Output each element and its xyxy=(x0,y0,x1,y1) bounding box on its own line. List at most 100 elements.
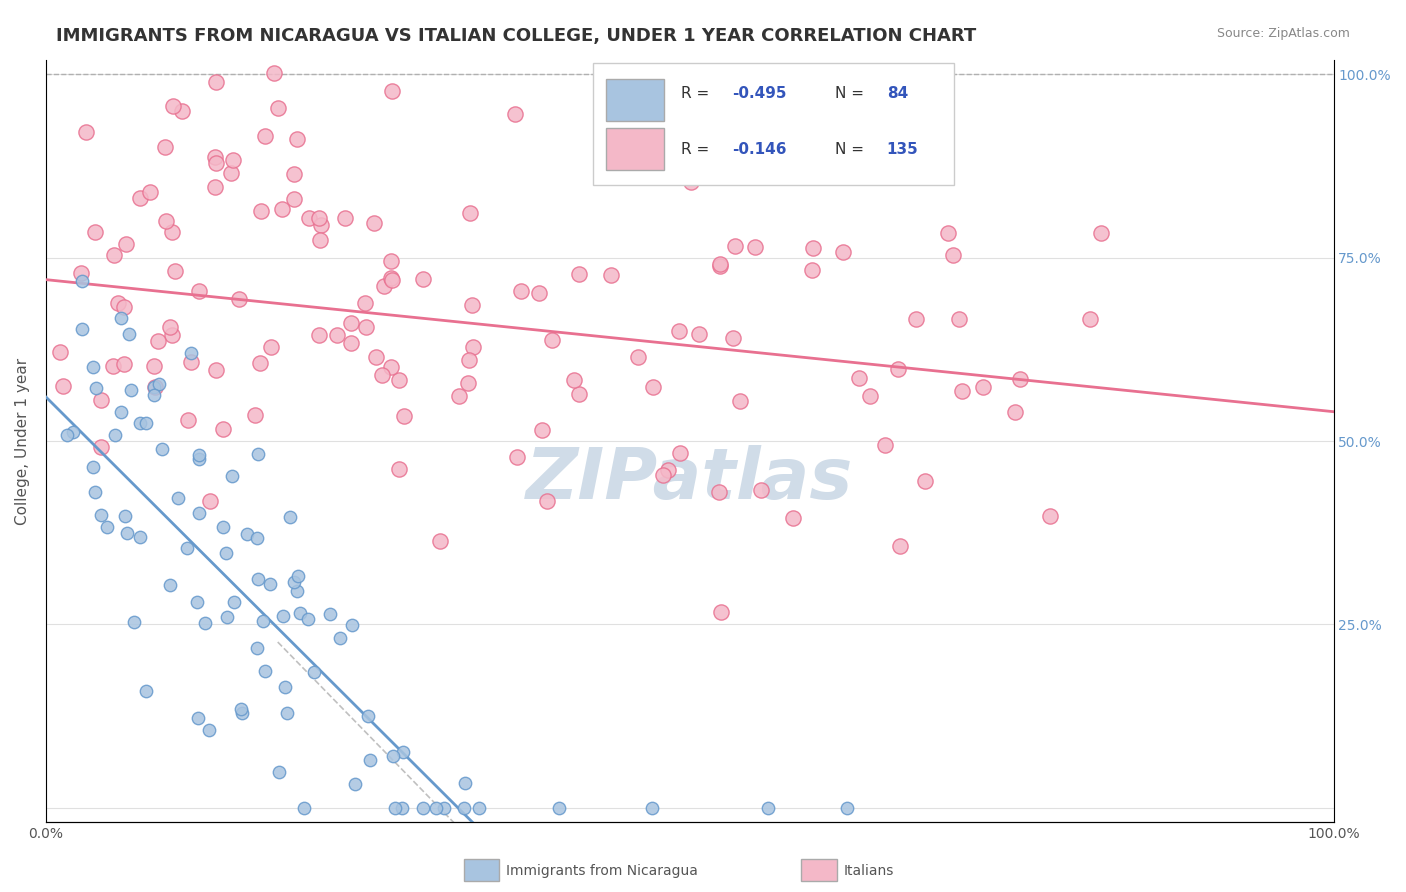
Point xyxy=(287,569,309,583)
Point xyxy=(433,801,456,815)
Point xyxy=(359,754,381,768)
Point xyxy=(873,438,896,452)
Point xyxy=(283,167,305,181)
Point xyxy=(709,484,731,499)
Point xyxy=(211,520,233,534)
Point xyxy=(688,327,710,342)
Point xyxy=(283,192,305,206)
Point xyxy=(381,273,404,287)
Point xyxy=(155,213,177,227)
Text: Italians: Italians xyxy=(844,863,894,878)
Point xyxy=(269,764,291,779)
Point xyxy=(224,594,246,608)
Point xyxy=(247,572,270,586)
Point xyxy=(229,702,252,716)
Point xyxy=(848,371,870,385)
Point xyxy=(253,664,276,678)
Point xyxy=(159,578,181,592)
Point xyxy=(142,359,165,374)
Point xyxy=(273,609,295,624)
Point xyxy=(162,225,184,239)
Point xyxy=(231,706,253,721)
Point xyxy=(319,607,342,621)
Point xyxy=(186,594,208,608)
Point xyxy=(75,125,97,139)
Point xyxy=(110,310,132,325)
Point xyxy=(148,334,170,348)
Point xyxy=(309,219,332,233)
Point xyxy=(101,359,124,373)
Point xyxy=(357,709,380,723)
Point xyxy=(612,30,634,45)
Point xyxy=(641,801,664,815)
Point xyxy=(267,101,290,115)
Point xyxy=(344,777,367,791)
Point xyxy=(340,317,363,331)
Point xyxy=(751,483,773,497)
Point xyxy=(392,746,415,760)
Point xyxy=(308,327,330,342)
Point xyxy=(225,40,247,54)
Text: N =: N = xyxy=(835,87,869,102)
Text: -0.495: -0.495 xyxy=(733,87,787,102)
Point xyxy=(148,376,170,391)
Point xyxy=(205,75,228,89)
Point xyxy=(329,631,352,645)
Point xyxy=(562,373,585,387)
Point xyxy=(380,360,402,375)
Point xyxy=(187,451,209,466)
Point xyxy=(247,447,270,461)
Point xyxy=(299,37,322,51)
Point xyxy=(70,322,93,336)
Text: Immigrants from Nicaragua: Immigrants from Nicaragua xyxy=(506,863,697,878)
Point xyxy=(143,380,166,394)
Point xyxy=(380,271,402,285)
Point xyxy=(703,162,725,177)
Point xyxy=(1008,372,1031,386)
Point xyxy=(278,509,301,524)
Point xyxy=(129,530,152,544)
Point xyxy=(527,285,550,300)
Point xyxy=(170,104,193,119)
Point xyxy=(115,526,138,541)
Point xyxy=(384,801,406,815)
Point xyxy=(90,441,112,455)
Point xyxy=(447,389,470,403)
Point xyxy=(204,150,226,164)
Point xyxy=(905,312,928,326)
Point xyxy=(160,327,183,342)
Point xyxy=(457,376,479,391)
Point xyxy=(143,380,166,394)
Point xyxy=(188,448,211,462)
Point xyxy=(458,353,481,368)
Text: N =: N = xyxy=(835,142,869,157)
Point xyxy=(62,425,84,440)
Point xyxy=(380,254,402,268)
Point xyxy=(354,319,377,334)
Point xyxy=(728,394,751,409)
Point xyxy=(453,801,475,815)
Point xyxy=(177,413,200,427)
Point xyxy=(531,423,554,437)
Text: ZIPatlas: ZIPatlas xyxy=(526,445,853,514)
Point xyxy=(152,442,174,456)
Point xyxy=(429,533,451,548)
Point xyxy=(180,345,202,359)
Point xyxy=(84,225,107,239)
Point xyxy=(392,409,415,423)
Point xyxy=(285,584,308,599)
Point xyxy=(129,416,152,430)
Point xyxy=(135,683,157,698)
Point xyxy=(215,546,238,560)
Point xyxy=(165,264,187,278)
Point xyxy=(52,379,75,393)
Point xyxy=(509,284,531,298)
Point xyxy=(55,428,77,442)
Point xyxy=(187,284,209,298)
Point xyxy=(114,508,136,523)
Text: Source: ZipAtlas.com: Source: ZipAtlas.com xyxy=(1216,27,1350,40)
Point xyxy=(302,665,325,679)
Point xyxy=(221,153,243,167)
Point xyxy=(246,531,269,545)
Point xyxy=(276,706,298,720)
